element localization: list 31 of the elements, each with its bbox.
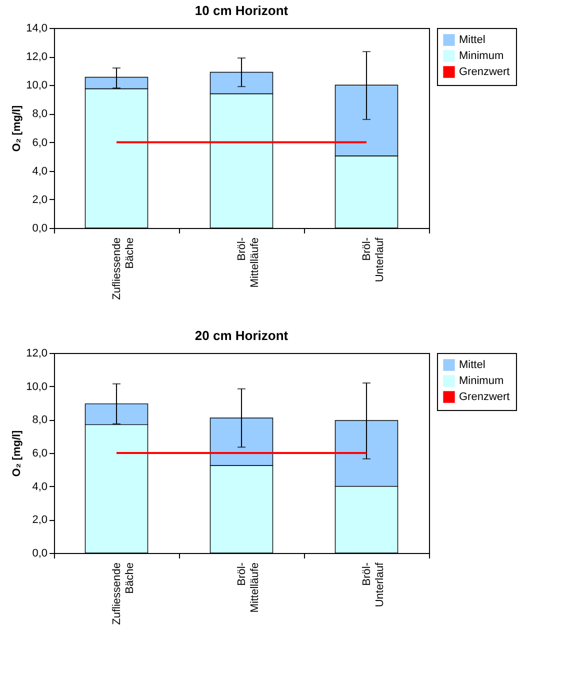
x-tick-label: Bröl- Mittelläufe bbox=[236, 237, 261, 288]
x-tick-label: Bröl- Mittelläufe bbox=[236, 562, 261, 613]
chart-title: 20 cm Horizont bbox=[194, 328, 289, 343]
y-tick-label: 8,0 bbox=[32, 414, 48, 426]
y-axis-title: O₂ [mg/l] bbox=[11, 430, 24, 477]
x-tick-label: Zufliessende Bäche bbox=[111, 562, 136, 625]
y-tick-label: 0,0 bbox=[32, 222, 48, 234]
x-tick-label: Zufliessende Bäche bbox=[111, 238, 136, 300]
legend-label: Grenzwert bbox=[459, 66, 510, 78]
y-tick-label: 2,0 bbox=[32, 514, 48, 526]
legend-label: Grenzwert bbox=[459, 391, 510, 403]
chart-title: 10 cm Horizont bbox=[194, 3, 289, 18]
y-tick-label: 12,0 bbox=[26, 348, 48, 360]
legend-label: Minimum bbox=[459, 375, 504, 387]
legend-label: Mittel bbox=[459, 34, 486, 46]
y-tick-label: 12,0 bbox=[26, 51, 48, 64]
y-tick-label: 6,0 bbox=[32, 136, 48, 149]
y-tick-label: 4,0 bbox=[32, 480, 48, 493]
y-axis-title: O₂ [mg/l] bbox=[11, 104, 24, 152]
y-tick-label: 0,0 bbox=[32, 548, 48, 560]
y-tick-label: 14,0 bbox=[26, 22, 48, 34]
x-tick-label: Bröl- Unterlauf bbox=[361, 562, 386, 608]
y-tick-label: 10,0 bbox=[26, 80, 48, 92]
y-tick-label: 8,0 bbox=[32, 108, 48, 120]
x-tick-label: Bröl- Unterlauf bbox=[361, 236, 386, 282]
legend-label: Minimum bbox=[459, 50, 504, 62]
legend-label: Mittel bbox=[459, 359, 486, 371]
y-tick-label: 6,0 bbox=[32, 448, 48, 460]
y-tick-label: 4,0 bbox=[32, 165, 48, 178]
y-tick-label: 2,0 bbox=[32, 194, 48, 206]
y-tick-label: 10,0 bbox=[26, 380, 48, 393]
